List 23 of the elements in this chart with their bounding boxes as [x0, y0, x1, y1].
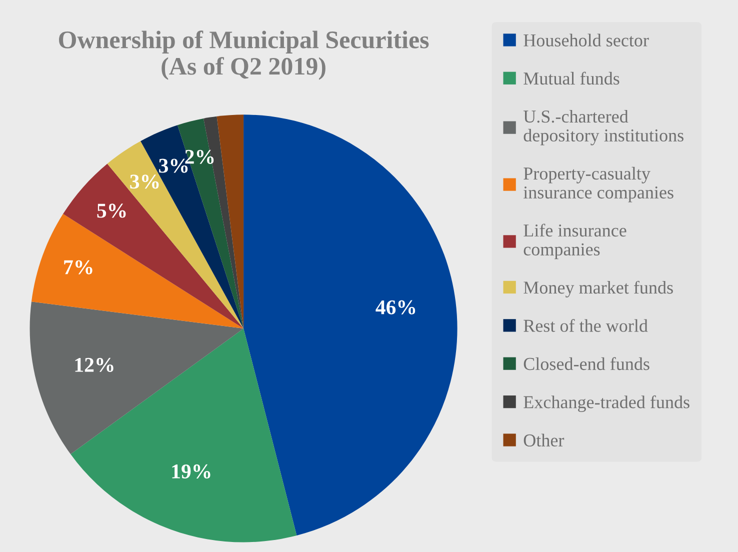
- data-label: 7%: [64, 260, 92, 274]
- data-label: 2%: [185, 150, 214, 164]
- legend-label: Mutual funds: [524, 72, 620, 85]
- data-label: 12%: [75, 358, 114, 372]
- legend-label: Life insurance companies: [524, 224, 626, 260]
- pie-slice: [70, 328, 297, 542]
- legend-label: Exchange-traded funds: [524, 395, 690, 412]
- legend-label: Household sector: [524, 34, 649, 46]
- legend-label: Money market funds: [524, 280, 673, 298]
- pie-slice: [244, 114, 458, 536]
- legend-label: Closed-end funds: [524, 357, 650, 370]
- legend-label: Property-casualty insurance companies: [523, 166, 674, 202]
- data-label: 46%: [376, 300, 416, 314]
- data-label: 3%: [159, 158, 188, 173]
- text: Ownership of Municipal Securities (As of Q2 2019): [58, 30, 429, 80]
- data-label: 19%: [172, 464, 210, 479]
- pie-slice: [216, 114, 244, 328]
- data-label: 5%: [97, 204, 126, 218]
- legend-label: Rest of the world: [524, 319, 648, 332]
- legend-label: U.S.-chartered depository institutions: [523, 110, 684, 146]
- pie-slice: [30, 302, 244, 454]
- data-label: 3%: [130, 174, 159, 189]
- legend-label: Other: [524, 434, 564, 446]
